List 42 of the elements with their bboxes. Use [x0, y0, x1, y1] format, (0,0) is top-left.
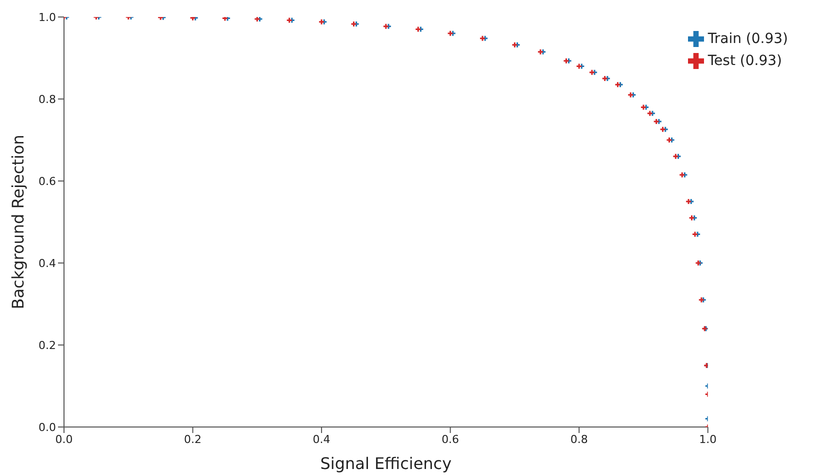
point: [511, 42, 518, 48]
x-tick-label: 0.6: [442, 432, 460, 446]
x-tick-label: 0.8: [570, 432, 588, 446]
y-axis-title: Background Rejection: [8, 134, 28, 310]
point: [414, 26, 422, 33]
legend-label: Train (0.93): [708, 31, 788, 47]
point: [685, 198, 692, 205]
point: [678, 172, 686, 178]
point: [537, 48, 544, 56]
legend-label: Test (0.93): [708, 53, 782, 69]
point: [350, 20, 357, 28]
y-tick-label: 0.4: [38, 256, 56, 270]
point: [660, 126, 666, 133]
point: [602, 75, 608, 82]
point: [562, 58, 570, 64]
point: [318, 18, 325, 26]
point: [646, 110, 654, 117]
point: [576, 62, 582, 70]
point: [447, 30, 454, 37]
point: [286, 17, 293, 24]
x-axis-title: Signal Efficiency: [320, 454, 452, 473]
point: [688, 214, 696, 222]
point: [653, 118, 660, 125]
point: [479, 35, 486, 42]
point: [666, 136, 672, 144]
y-tick-label: 0.8: [38, 92, 56, 106]
point: [627, 92, 634, 98]
x-tick-label: 1.0: [699, 432, 717, 446]
x-tick-label: 0.0: [55, 432, 73, 446]
point: [692, 231, 698, 238]
y-tick-label: 0.2: [38, 338, 56, 352]
x-tick-label: 0.4: [312, 432, 330, 446]
point: [254, 17, 260, 22]
y-tick-label: 0.6: [38, 174, 56, 188]
point: [614, 81, 621, 88]
y-tick-label: 1.0: [38, 10, 56, 24]
point: [382, 23, 390, 30]
point: [588, 69, 596, 76]
y-tick-label: 0.0: [38, 420, 56, 434]
x-tick-label: 0.2: [184, 432, 202, 446]
point: [640, 104, 647, 110]
point: [672, 153, 679, 160]
